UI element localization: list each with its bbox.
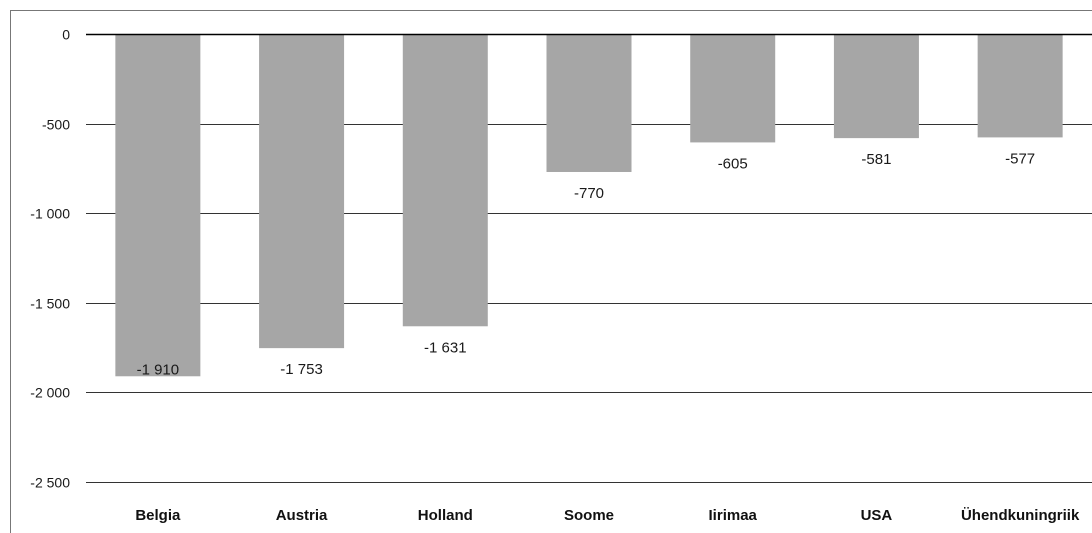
y-tick-label: -2 000 — [30, 385, 70, 401]
x-category-label: Iirimaa — [709, 507, 758, 524]
bar — [977, 34, 1063, 138]
x-category-label: Belgia — [135, 507, 181, 524]
gridlines — [86, 124, 1092, 483]
x-category-label: Austria — [276, 507, 328, 524]
data-labels: -1 910 -1 753 -1 631 -770 -605 -581 -577 — [137, 150, 1036, 378]
bar — [259, 34, 345, 349]
x-category-label: Ühendkuningriik — [961, 507, 1080, 524]
bars — [115, 34, 1063, 377]
y-axis-ticks: 0 -500 -1 000 -1 500 -2 000 -2 500 — [30, 27, 70, 491]
bar — [690, 34, 776, 143]
y-tick-label: -2 500 — [30, 475, 70, 491]
y-tick-label: -500 — [42, 117, 70, 133]
data-label: -605 — [718, 155, 748, 172]
y-tick-label: 0 — [62, 27, 70, 43]
data-label: -1 631 — [424, 339, 467, 356]
x-category-label: Soome — [564, 507, 614, 524]
data-label: -770 — [574, 185, 604, 202]
data-label: -581 — [861, 151, 891, 168]
bar — [115, 34, 201, 377]
data-label: -1 910 — [137, 361, 180, 378]
y-tick-label: -1 500 — [30, 296, 70, 312]
bar — [546, 34, 632, 172]
chart-frame — [10, 10, 1092, 533]
x-category-label: Holland — [418, 507, 473, 524]
x-category-label: USA — [861, 507, 893, 524]
data-label: -1 753 — [280, 361, 323, 378]
bar — [833, 34, 919, 139]
y-tick-label: -1 000 — [30, 206, 70, 222]
data-label: -577 — [1005, 150, 1035, 167]
bar — [402, 34, 488, 327]
x-axis-categories: Belgia Austria Holland Soome Iirimaa USA Ühend… — [135, 507, 1080, 524]
